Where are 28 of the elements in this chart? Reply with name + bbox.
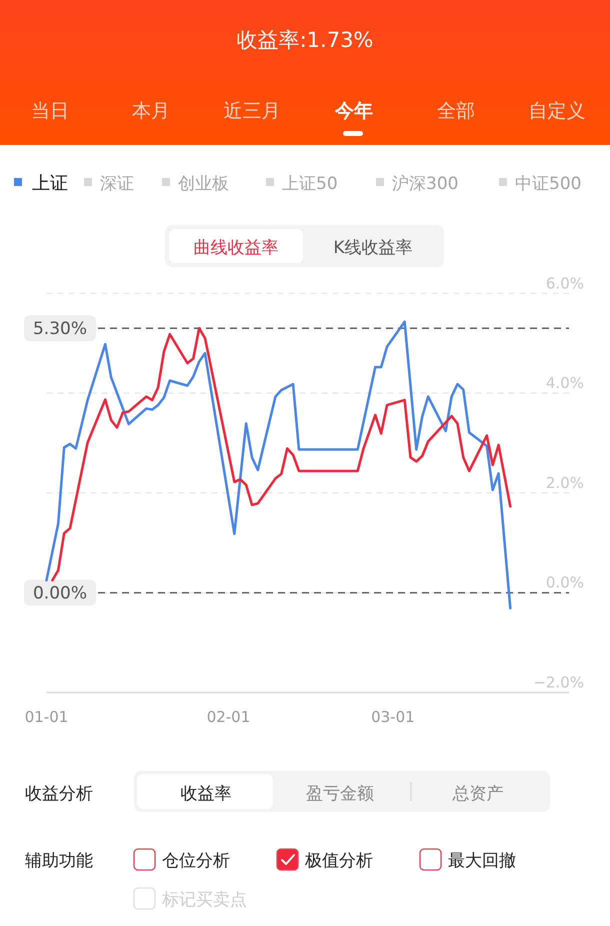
- text: 沪深300: [392, 174, 458, 194]
- text: 盈亏金额: [306, 784, 374, 804]
- text: 当日: [31, 100, 69, 122]
- text: 创业板: [178, 174, 229, 194]
- text: 中证500: [515, 174, 582, 194]
- text: 极值分析: [304, 851, 373, 871]
- text: 近三月: [224, 100, 280, 122]
- text: 总资产: [452, 784, 504, 804]
- chart-title: 收益率:1.73%: [236, 28, 374, 52]
- text: K线收益率: [333, 238, 413, 258]
- ref-line-label: 5.30%: [32, 319, 88, 340]
- text: 最大回撤: [448, 851, 516, 871]
- text: 仓位分析: [162, 851, 230, 871]
- text: 曲线收益率: [194, 238, 278, 258]
- text: 辅助功能: [25, 851, 93, 871]
- text: 全部: [437, 100, 475, 122]
- text: 上证50: [282, 174, 338, 194]
- x-tick-label: 02-01: [206, 708, 250, 726]
- text: 收益率: [180, 784, 232, 804]
- text: 本月: [132, 100, 170, 122]
- legend-label: 上证: [32, 173, 68, 194]
- x-tick-label: 03-01: [371, 708, 415, 726]
- text: 收益分析: [25, 784, 93, 804]
- x-tick-label: 01-01: [24, 708, 68, 726]
- text: 自定义: [528, 100, 586, 122]
- ref-line-label: 0.00%: [32, 584, 88, 604]
- text: 今年: [334, 100, 373, 122]
- text: 深证: [100, 174, 134, 194]
